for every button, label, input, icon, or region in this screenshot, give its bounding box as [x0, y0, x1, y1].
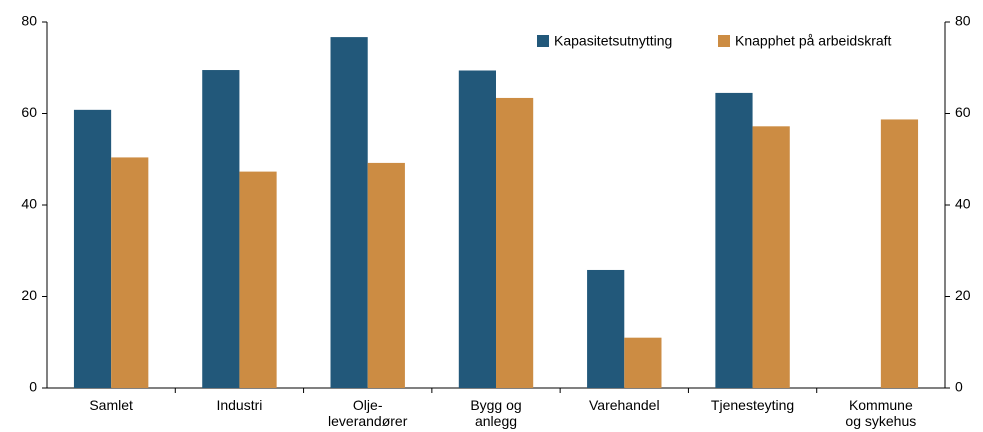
legend-label: Knapphet på arbeidskraft [735, 33, 892, 49]
bar [367, 162, 405, 388]
y2-tick-label: 60 [955, 104, 971, 120]
y-tick-label: 40 [21, 196, 37, 212]
y2-tick-label: 20 [955, 287, 971, 303]
x-tick-label: Samlet [89, 397, 133, 413]
bar [752, 126, 790, 388]
y-tick-label: 60 [21, 104, 37, 120]
bar [458, 70, 496, 389]
x-tick-label: Bygg og anlegg [470, 397, 522, 429]
legend-label: Kapasitetsutnytting [554, 33, 672, 49]
bar [239, 171, 277, 388]
x-tick-label: Olje- leverandører [328, 397, 408, 429]
y-tick-label: 0 [29, 379, 37, 395]
y2-tick-label: 80 [955, 13, 971, 29]
bar [111, 157, 149, 388]
bar [587, 269, 625, 388]
y-tick-label: 20 [21, 287, 37, 303]
x-tick-label: Varehandel [588, 397, 660, 413]
y2-tick-label: 40 [955, 196, 971, 212]
y2-tick-label: 0 [955, 379, 963, 395]
bar [202, 70, 240, 388]
x-tick-label: Industri [216, 397, 263, 413]
bar [880, 119, 919, 388]
x-tick-label: Kommune og sykehus [845, 397, 917, 429]
bar [715, 92, 753, 388]
x-tick-label: Tjenesteyting [710, 397, 795, 413]
bar [73, 109, 112, 388]
legend-swatch [718, 35, 730, 47]
legend-swatch [537, 35, 549, 47]
y-tick-label: 80 [21, 13, 37, 29]
bar [496, 97, 534, 388]
bar [330, 37, 368, 388]
bar [624, 337, 662, 388]
